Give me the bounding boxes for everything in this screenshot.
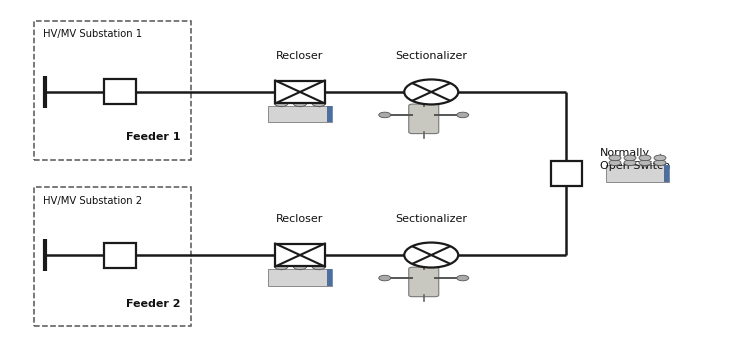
Circle shape bbox=[404, 243, 458, 268]
Bar bbox=[327, 269, 332, 286]
Circle shape bbox=[654, 160, 666, 166]
Circle shape bbox=[293, 253, 307, 259]
Text: Sectionalizer: Sectionalizer bbox=[395, 51, 467, 61]
Circle shape bbox=[609, 155, 621, 161]
Bar bbox=[104, 243, 136, 268]
Circle shape bbox=[639, 160, 651, 166]
Circle shape bbox=[379, 275, 391, 281]
FancyBboxPatch shape bbox=[409, 267, 439, 297]
Circle shape bbox=[293, 263, 307, 270]
Circle shape bbox=[274, 253, 288, 259]
Circle shape bbox=[312, 90, 326, 96]
Circle shape bbox=[312, 100, 326, 107]
Text: Sectionalizer: Sectionalizer bbox=[395, 214, 467, 224]
Circle shape bbox=[379, 112, 391, 118]
Circle shape bbox=[293, 95, 307, 101]
Circle shape bbox=[457, 112, 469, 118]
Circle shape bbox=[274, 263, 288, 270]
Circle shape bbox=[404, 79, 458, 104]
Circle shape bbox=[624, 155, 636, 161]
Circle shape bbox=[609, 160, 621, 166]
Text: Recloser: Recloser bbox=[276, 214, 324, 224]
Text: Feeder 2: Feeder 2 bbox=[125, 299, 180, 309]
Circle shape bbox=[312, 253, 326, 259]
Circle shape bbox=[312, 95, 326, 101]
Circle shape bbox=[312, 263, 326, 270]
Circle shape bbox=[457, 275, 469, 281]
Bar bbox=[34, 187, 191, 326]
Circle shape bbox=[293, 100, 307, 107]
Bar bbox=[550, 161, 582, 186]
Text: Recloser: Recloser bbox=[276, 51, 324, 61]
Bar bbox=[275, 244, 325, 266]
Circle shape bbox=[293, 90, 307, 96]
Circle shape bbox=[293, 258, 307, 264]
Bar bbox=[664, 165, 669, 182]
Circle shape bbox=[639, 155, 651, 161]
Bar bbox=[104, 79, 136, 104]
Circle shape bbox=[274, 95, 288, 101]
Bar bbox=[268, 269, 332, 286]
Text: Feeder 1: Feeder 1 bbox=[125, 132, 180, 142]
Text: HV/MV Substation 1: HV/MV Substation 1 bbox=[43, 29, 142, 40]
Bar bbox=[268, 106, 332, 122]
Bar bbox=[275, 81, 325, 103]
Circle shape bbox=[274, 100, 288, 107]
Circle shape bbox=[654, 155, 666, 161]
Circle shape bbox=[624, 160, 636, 166]
Text: Normally
Open Switch: Normally Open Switch bbox=[600, 148, 670, 171]
Circle shape bbox=[312, 258, 326, 264]
Bar bbox=[606, 165, 669, 182]
Text: HV/MV Substation 2: HV/MV Substation 2 bbox=[43, 196, 142, 206]
Circle shape bbox=[274, 258, 288, 264]
Circle shape bbox=[274, 90, 288, 96]
Bar bbox=[327, 106, 332, 122]
FancyBboxPatch shape bbox=[409, 104, 439, 134]
Bar bbox=[34, 21, 191, 160]
